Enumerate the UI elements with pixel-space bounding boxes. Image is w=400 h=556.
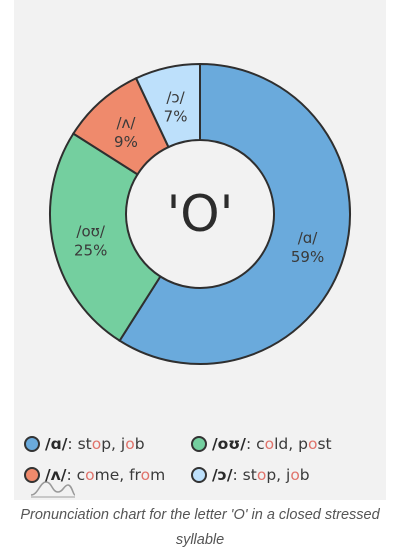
slice-1 (118, 62, 351, 365)
chart-panel: /ɑ/59% /oʊ/25% /ʌ/9% /ɔ/7% 'O' (14, 0, 386, 500)
legend-word-part: c (76, 465, 86, 484)
figure-caption: Pronunciation chart for the letter 'O' i… (20, 507, 380, 548)
legend-highlight-letter: o (290, 465, 300, 484)
legend-item-3: /ʌ/: come, from (24, 466, 191, 484)
legend-row: /ʌ/: come, from/ɔ/: stop, job (24, 459, 384, 490)
slice-2-value: 25% (74, 241, 107, 259)
slice-3-name: /ʌ/ (116, 114, 136, 132)
legend-word-part: st (77, 434, 92, 453)
legend-separator: : (245, 434, 257, 453)
wave-logo-icon (30, 481, 76, 498)
legend-highlight-letter: o (307, 434, 318, 453)
legend-word-part: b (134, 434, 145, 453)
chart-legend: /ɑ/: stop, job/oʊ/: cold, post/ʌ/: come,… (24, 428, 384, 490)
center-label: 'O' (167, 185, 234, 243)
legend-ipa: /ɑ/ (45, 434, 68, 453)
slice-2 (49, 132, 162, 343)
slice-4 (134, 62, 201, 149)
legend-separator: : (66, 465, 77, 484)
legend-word-part: c (256, 434, 265, 453)
legend-item-1: /ɑ/: stop, job (24, 435, 191, 453)
legend-highlight-letter: o (256, 465, 267, 484)
legend-example-words: cold, post (256, 435, 332, 453)
legend-ipa: /oʊ/ (212, 434, 246, 453)
legend-example-words: stop, job (243, 466, 310, 484)
legend-separator: : (67, 434, 78, 453)
legend-swatch (191, 435, 207, 452)
legend-word-part: b (299, 465, 310, 484)
legend-ipa: /ʌ/ (45, 465, 67, 484)
legend-highlight-letter: o (140, 465, 151, 484)
legend-word-part: p, j (266, 465, 291, 484)
legend-highlight-letter: o (264, 434, 275, 453)
legend-word-part: p, j (101, 434, 126, 453)
legend-item-2: /oʊ/: cold, post (191, 435, 332, 453)
legend-swatch (24, 466, 40, 483)
slice-labels-group: /ɑ/59% /oʊ/25% /ʌ/9% /ɔ/7% (74, 89, 324, 267)
legend-example-words: come, from (77, 466, 166, 484)
legend-word-part: me, fr (94, 465, 141, 484)
legend-item-4: /ɔ/: stop, job (191, 466, 310, 484)
legend-word-part: ld, p (274, 434, 308, 453)
legend-separator: : (232, 465, 243, 484)
slice-2-name: /oʊ/ (76, 222, 105, 240)
legend-ipa: /ɔ/ (212, 465, 233, 484)
legend-word-part: m (150, 465, 166, 484)
donut-chart: /ɑ/59% /oʊ/25% /ʌ/9% /ɔ/7% 'O' (49, 62, 351, 365)
legend-example-words: stop, job (78, 435, 145, 453)
legend-highlight-letter: o (85, 465, 95, 484)
legend-word-part: st (242, 465, 257, 484)
legend-highlight-letter: o (91, 434, 102, 453)
slices-group (49, 62, 351, 365)
legend-swatch (24, 435, 40, 452)
legend-row: /ɑ/: stop, job/oʊ/: cold, post (24, 428, 384, 459)
legend-word-part: st (317, 434, 332, 453)
slice-4-value: 7% (164, 108, 188, 126)
legend-highlight-letter: o (125, 434, 135, 453)
slice-4-name: /ɔ/ (166, 89, 185, 107)
slice-1-name: /ɑ/ (298, 229, 319, 247)
slice-1-value: 59% (291, 248, 324, 266)
legend-swatch (191, 466, 207, 483)
slice-3-value: 9% (114, 133, 138, 151)
